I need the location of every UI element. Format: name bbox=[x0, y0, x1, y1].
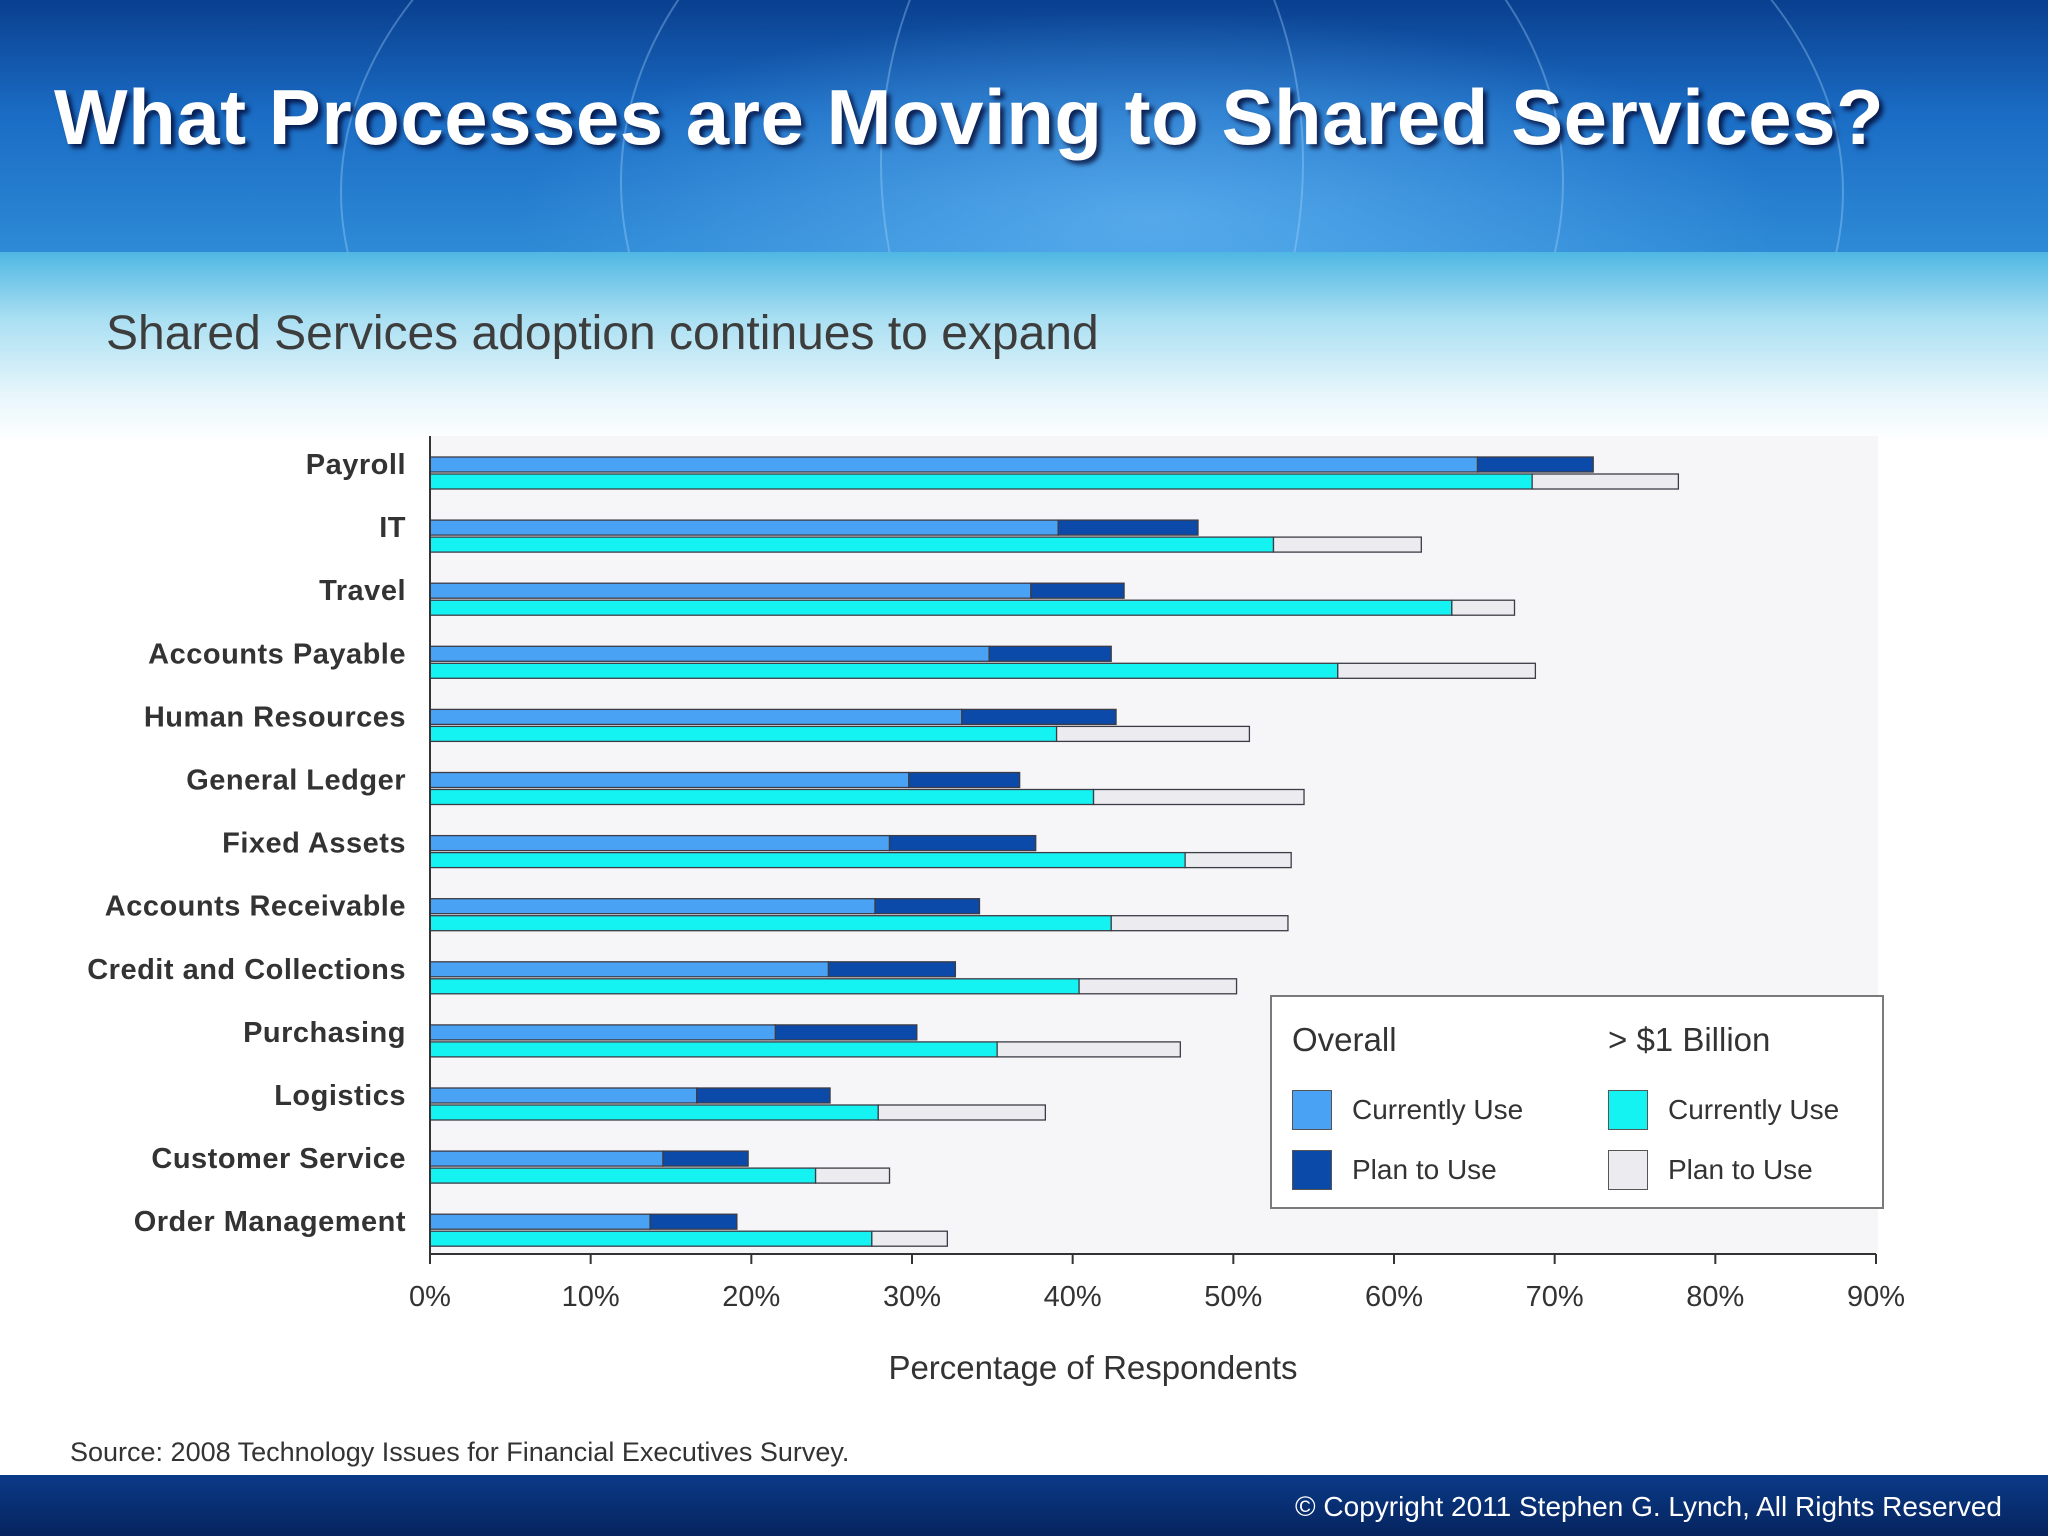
bar-overall-current bbox=[429, 1087, 698, 1104]
page-title: What Processes are Moving to Shared Serv… bbox=[54, 73, 1885, 161]
category-label: Fixed Assets bbox=[222, 828, 406, 860]
bar-overall-current bbox=[429, 708, 963, 726]
header-banner bbox=[0, 0, 2048, 252]
x-axis-title: Percentage of Respondents bbox=[888, 1349, 1297, 1386]
category-label: Order Management bbox=[134, 1206, 406, 1238]
category-label: IT bbox=[379, 512, 406, 544]
bar-overall-current bbox=[429, 582, 1032, 599]
x-tick-label: 20% bbox=[722, 1281, 780, 1313]
bar-overall-current bbox=[429, 1024, 777, 1041]
bar-billion-current bbox=[429, 978, 1080, 995]
bar-billion-current bbox=[429, 788, 1095, 806]
bar-overall-current bbox=[429, 834, 891, 852]
legend-label-overall-plan: Plan to Use bbox=[1352, 1154, 1497, 1185]
category-label: Credit and Collections bbox=[87, 954, 406, 986]
x-tick-label: 40% bbox=[1044, 1281, 1102, 1313]
bar-overall-current bbox=[429, 1150, 664, 1167]
bar-overall-plan bbox=[988, 645, 1112, 662]
x-tick-label: 60% bbox=[1365, 1281, 1423, 1313]
bar-overall-plan bbox=[961, 708, 1117, 726]
source-note: Source: 2008 Technology Issues for Finan… bbox=[70, 1437, 850, 1467]
bar-overall-current bbox=[429, 645, 990, 662]
bar-overall-plan bbox=[874, 898, 981, 915]
bar-billion-current bbox=[429, 536, 1275, 553]
bar-overall-current bbox=[429, 771, 910, 789]
x-tick-label: 10% bbox=[562, 1281, 620, 1313]
bar-overall-current bbox=[429, 456, 1479, 473]
bar-overall-plan bbox=[1476, 456, 1594, 473]
bar-billion-plan bbox=[871, 1230, 948, 1247]
bar-overall-plan bbox=[827, 961, 957, 978]
bar-billion-current bbox=[429, 662, 1339, 679]
bar-billion-plan bbox=[814, 1167, 891, 1184]
bar-billion-plan bbox=[1055, 725, 1251, 743]
bar-billion-plan bbox=[1184, 851, 1292, 869]
bar-overall-plan bbox=[662, 1150, 749, 1167]
legend-swatch-overall-current bbox=[1292, 1090, 1332, 1130]
bar-billion-plan bbox=[1110, 915, 1289, 932]
bar-billion-current bbox=[429, 915, 1112, 932]
bar-billion-plan bbox=[1337, 662, 1537, 679]
legend-label-billion-plan: Plan to Use bbox=[1668, 1154, 1813, 1185]
x-tick-label: 0% bbox=[409, 1281, 451, 1313]
category-label: Human Resources bbox=[144, 701, 406, 733]
bar-billion-current bbox=[429, 725, 1058, 743]
bar-billion-plan bbox=[996, 1041, 1181, 1058]
category-label: Travel bbox=[319, 575, 406, 607]
header-fade bbox=[0, 252, 2048, 442]
bar-overall-plan bbox=[649, 1213, 738, 1230]
bar-billion-plan bbox=[1078, 978, 1238, 995]
x-tick-label: 70% bbox=[1526, 1281, 1584, 1313]
bar-billion-current bbox=[429, 473, 1533, 490]
bar-billion-plan bbox=[1531, 473, 1680, 490]
bar-billion-plan bbox=[877, 1104, 1047, 1121]
category-label: Customer Service bbox=[151, 1143, 406, 1175]
bar-overall-plan bbox=[774, 1024, 918, 1041]
copyright-text: © Copyright 2011 Stephen G. Lynch, All R… bbox=[1294, 1491, 2002, 1522]
legend-heading-billion: > $1 Billion bbox=[1608, 1021, 1771, 1058]
x-tick-label: 90% bbox=[1847, 1281, 1905, 1313]
bar-billion-current bbox=[429, 851, 1186, 869]
bar-overall-plan bbox=[908, 771, 1021, 789]
bar-overall-current bbox=[429, 1213, 651, 1230]
legend-heading-overall: Overall bbox=[1292, 1021, 1397, 1058]
chart-legend: Overall > $1 Billion Currently Use Plan … bbox=[1270, 995, 1884, 1209]
category-label: Logistics bbox=[274, 1080, 406, 1112]
bar-overall-plan bbox=[696, 1087, 831, 1104]
legend-swatch-overall-plan bbox=[1292, 1150, 1332, 1190]
bar-billion-current bbox=[429, 599, 1453, 616]
category-label: Payroll bbox=[306, 449, 406, 481]
x-tick-label: 50% bbox=[1204, 1281, 1262, 1313]
category-label: General Ledger bbox=[186, 765, 406, 797]
bar-billion-current bbox=[429, 1041, 998, 1058]
legend-label-billion-current: Currently Use bbox=[1668, 1094, 1840, 1125]
category-label: Purchasing bbox=[243, 1017, 406, 1049]
bar-overall-current bbox=[429, 898, 876, 915]
x-tick-label: 30% bbox=[883, 1281, 941, 1313]
bar-overall-plan bbox=[1057, 519, 1199, 536]
category-label: Accounts Receivable bbox=[105, 891, 406, 923]
bar-overall-plan bbox=[888, 834, 1037, 852]
bar-billion-current bbox=[429, 1230, 873, 1247]
page-subtitle: Shared Services adoption continues to ex… bbox=[106, 307, 1099, 360]
x-tick-label: 80% bbox=[1686, 1281, 1744, 1313]
footer-bar: © Copyright 2011 Stephen G. Lynch, All R… bbox=[0, 1475, 2048, 1536]
bar-overall-plan bbox=[1030, 582, 1125, 599]
bar-billion-current bbox=[429, 1104, 879, 1121]
legend-label-overall-current: Currently Use bbox=[1352, 1094, 1524, 1125]
bar-overall-current bbox=[429, 519, 1059, 536]
bar-billion-plan bbox=[1451, 599, 1516, 616]
category-label: Accounts Payable bbox=[148, 638, 406, 670]
bar-billion-plan bbox=[1092, 788, 1305, 806]
bar-billion-plan bbox=[1272, 536, 1422, 553]
bar-billion-current bbox=[429, 1167, 817, 1184]
bar-overall-current bbox=[429, 961, 830, 978]
legend-swatch-billion-plan bbox=[1608, 1150, 1648, 1190]
legend-swatch-billion-current bbox=[1608, 1090, 1648, 1130]
